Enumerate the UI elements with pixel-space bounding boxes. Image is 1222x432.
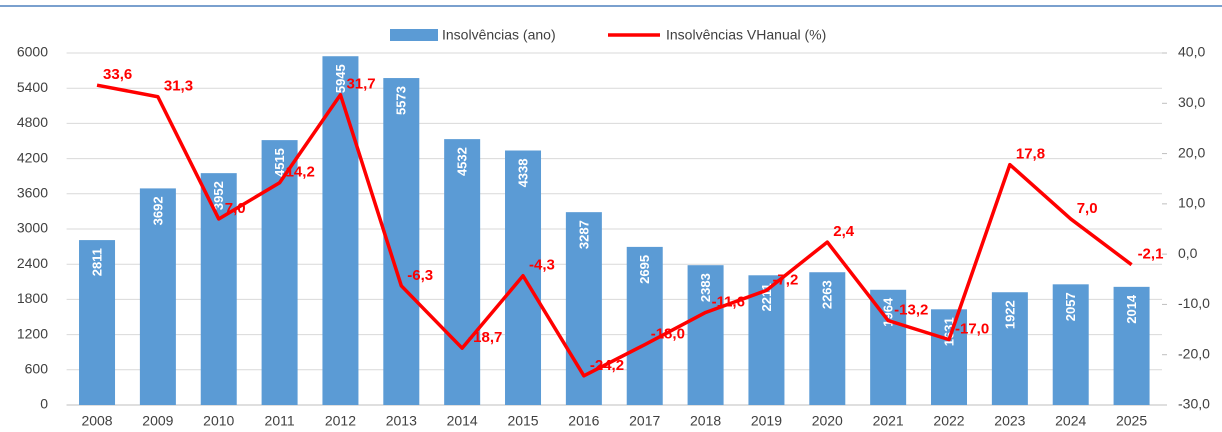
x-tick-label: 2009	[142, 413, 173, 429]
line-label: -24,2	[590, 357, 624, 374]
y-tick-label: 2400	[17, 255, 48, 271]
y-tick-label: 1800	[17, 290, 48, 306]
y-tick-label: 4800	[17, 114, 48, 130]
bar-label: 3692	[150, 196, 165, 225]
x-tick-label: 2011	[265, 413, 295, 429]
line-label: -2,1	[1138, 246, 1164, 263]
y-tick-label: 6000	[17, 44, 48, 60]
line-label: 33,6	[103, 66, 132, 83]
bar	[687, 265, 724, 405]
bar-label: 4532	[455, 147, 470, 176]
y-tick-label: 1200	[17, 325, 48, 341]
line-label: -6,3	[407, 267, 433, 284]
line-label: 17,8	[1016, 146, 1045, 163]
bar	[383, 78, 420, 406]
bar-label: 3952	[211, 181, 226, 210]
y-tick-label: 5400	[17, 79, 48, 95]
line-label: 31,3	[164, 78, 193, 95]
line-label: 2,4	[833, 223, 855, 240]
x-tick-label: 2017	[629, 413, 660, 429]
legend-label: Insolvências VHanual (%)	[666, 27, 826, 43]
x-tick-label: 2015	[507, 413, 538, 429]
x-tick-label: 2021	[873, 413, 904, 429]
y2-tick-label: -30,0	[1178, 396, 1210, 412]
bar-label: 5945	[333, 64, 348, 93]
line-label: -17,0	[955, 321, 989, 338]
line-label: 7,0	[225, 200, 246, 217]
legend-label: Insolvências (ano)	[442, 27, 556, 43]
bar	[626, 246, 663, 405]
x-tick-label: 2016	[568, 413, 599, 429]
line-label: -18,7	[468, 329, 502, 346]
y-tick-label: 0	[40, 396, 48, 412]
x-tick-label: 2023	[994, 413, 1025, 429]
x-tick-label: 2010	[203, 413, 234, 429]
bar	[931, 309, 968, 405]
x-tick-label: 2008	[81, 413, 112, 429]
x-tick-label: 2013	[386, 413, 417, 429]
y2-tick-label: -20,0	[1178, 345, 1210, 361]
bar	[991, 292, 1028, 405]
x-tick-label: 2012	[325, 413, 356, 429]
bar	[139, 188, 176, 405]
y2-tick-label: 30,0	[1178, 94, 1205, 110]
bar-label: 2383	[698, 273, 713, 302]
bar-label: 2057	[1063, 292, 1078, 321]
bar	[748, 275, 785, 405]
y2-tick-label: -10,0	[1178, 295, 1210, 311]
line-label: -11,6	[712, 293, 745, 310]
line-label: -7,2	[772, 271, 798, 288]
legend-swatch	[390, 29, 438, 41]
line-label: -4,3	[529, 257, 555, 274]
bar-label: 1964	[881, 297, 896, 327]
x-tick-label: 2020	[812, 413, 843, 429]
bar	[1052, 284, 1089, 405]
y-tick-label: 3000	[17, 220, 48, 236]
line	[96, 83, 1133, 378]
bar	[79, 240, 116, 405]
line-label: 7,0	[1077, 200, 1098, 217]
y-tick-label: 3600	[17, 185, 48, 201]
bar-label: 2811	[89, 248, 104, 276]
bar-label: 5573	[394, 86, 409, 115]
y2-tick-label: 20,0	[1178, 144, 1205, 160]
x-tick-label: 2024	[1055, 413, 1086, 429]
bar	[809, 272, 846, 405]
line-label: 14,2	[286, 164, 315, 181]
y2-tick-label: 10,0	[1178, 195, 1205, 211]
bar-label: 4515	[272, 148, 287, 177]
x-tick-label: 2014	[447, 413, 478, 429]
bar	[322, 56, 359, 406]
bar-label: 2695	[637, 255, 652, 284]
bar-label: 1922	[1002, 300, 1017, 329]
y2-tick-label: 0,0	[1178, 245, 1198, 261]
x-tick-label: 2018	[690, 413, 721, 429]
line-label: -18,0	[651, 326, 685, 343]
bar	[1113, 286, 1150, 405]
y-tick-label: 600	[25, 361, 49, 377]
x-tick-label: 2025	[1116, 413, 1147, 429]
x-tick-label: 2019	[751, 413, 782, 429]
bar-label: 3287	[576, 220, 591, 249]
line-label: -13,2	[894, 301, 928, 318]
bar	[870, 289, 907, 405]
bar-label: 2014	[1124, 294, 1139, 324]
bar	[444, 139, 481, 405]
y2-tick-label: 40,0	[1178, 44, 1205, 60]
line-label: 31,7	[346, 76, 375, 93]
y-tick-label: 4200	[17, 149, 48, 165]
bar-label: 2263	[820, 280, 835, 309]
x-tick-label: 2022	[933, 413, 964, 429]
bar-label: 4338	[515, 159, 530, 188]
